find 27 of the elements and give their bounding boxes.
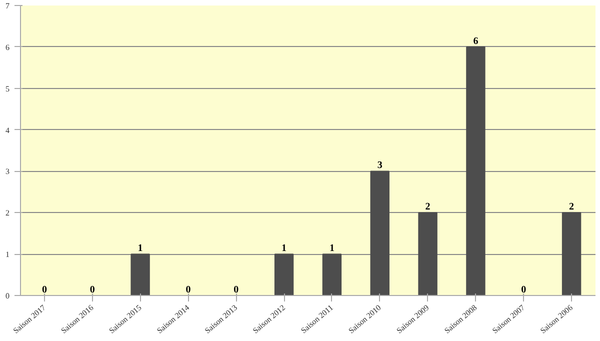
- y-tick-label: 1: [6, 250, 10, 260]
- data-label: 6: [473, 36, 478, 47]
- data-label: 1: [329, 243, 334, 254]
- bar: [466, 46, 486, 296]
- y-tick-label: 6: [6, 42, 10, 52]
- data-label: 2: [569, 202, 574, 213]
- data-label: 3: [377, 160, 382, 172]
- y-tick-label: 0: [6, 292, 10, 300]
- data-label: 1: [138, 243, 143, 254]
- data-label: 1: [282, 243, 287, 254]
- bar: [274, 254, 294, 296]
- y-tick-label: 7: [6, 2, 10, 10]
- bar: [130, 254, 150, 296]
- bar: [562, 212, 582, 296]
- y-tick-label: 4: [6, 126, 10, 135]
- bar: [418, 212, 438, 296]
- y-tick-label: 3: [6, 167, 10, 176]
- y-tick-label: 5: [6, 84, 10, 94]
- data-label: 0: [186, 284, 191, 296]
- data-label: 0: [521, 284, 526, 296]
- bar: [370, 170, 390, 296]
- bar: [322, 254, 342, 296]
- data-label: 0: [42, 284, 47, 296]
- data-label: 0: [90, 284, 95, 296]
- data-label: 2: [425, 202, 430, 213]
- y-tick-label: 2: [6, 208, 10, 218]
- data-label: 0: [234, 284, 239, 296]
